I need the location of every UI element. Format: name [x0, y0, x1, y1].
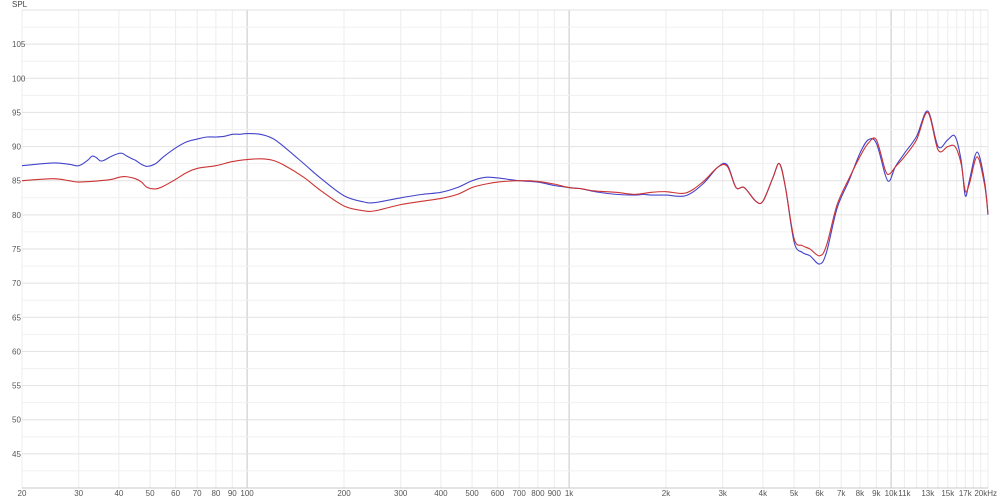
x-tick-label: 9k — [872, 489, 881, 498]
y-tick-label: 100 — [12, 74, 26, 83]
x-tick-label: 11k — [898, 489, 911, 498]
x-tick-label: 3k — [718, 489, 727, 498]
y-tick-label: 50 — [12, 416, 21, 425]
x-tick-label: 10k — [885, 489, 899, 498]
x-tick-labels: 20 30 40 50 60 70 80 90 100 200 300 400 500 600 700 800… — [18, 489, 997, 498]
y-tick-label: 90 — [12, 143, 21, 152]
x-tick-label: 30 — [74, 489, 83, 498]
y-tick-label: 95 — [12, 108, 21, 117]
x-tick-label: 6k — [815, 489, 824, 498]
x-tick-label: 80 — [211, 489, 220, 498]
x-tick-label: 800 — [531, 489, 545, 498]
y-tick-labels: 45 50 55 60 65 70 75 80 85 90 95 100 105 — [12, 40, 26, 459]
y-tick-label: 105 — [12, 40, 26, 49]
x-tick-label: 700 — [513, 489, 527, 498]
y-tick-label: 85 — [12, 177, 21, 186]
x-tick-label: 17k — [959, 489, 973, 498]
x-tick-label: 5k — [790, 489, 799, 498]
y-tick-label: 45 — [12, 450, 21, 459]
y-tick-label: 80 — [12, 211, 21, 220]
x-tick-label: 90 — [228, 489, 237, 498]
x-tick-label: 1k — [565, 489, 574, 498]
series-group — [21, 110, 989, 265]
x-tick-label: 20kHz — [974, 489, 997, 498]
x-tick-label: 2k — [662, 489, 671, 498]
x-tick-label: 50 — [146, 489, 155, 498]
x-tick-label: 60 — [171, 489, 180, 498]
x-tick-label: 7k — [837, 489, 846, 498]
x-tick-label: 900 — [548, 489, 562, 498]
x-tick-label: 500 — [465, 489, 479, 498]
x-tick-label: 200 — [337, 489, 351, 498]
grid — [21, 9, 989, 489]
x-tick-label: 300 — [394, 489, 408, 498]
x-tick-label: 20 — [18, 489, 27, 498]
x-tick-label: 13k — [921, 489, 935, 498]
y-tick-label: 70 — [12, 279, 21, 288]
x-tick-label: 100 — [240, 489, 254, 498]
series-line-2 — [21, 111, 989, 257]
x-tick-label: 40 — [114, 489, 123, 498]
y-tick-label: 60 — [12, 347, 21, 356]
y-tick-label: 65 — [12, 313, 21, 322]
y-tick-label: 75 — [12, 245, 21, 254]
y-axis-title: SPL — [12, 0, 28, 9]
y-tick-label: 55 — [12, 382, 21, 391]
x-tick-label: 70 — [193, 489, 202, 498]
x-tick-label: 600 — [491, 489, 505, 498]
series-line-1 — [21, 110, 989, 265]
x-tick-label: 15k — [941, 489, 955, 498]
x-tick-label: 8k — [856, 489, 865, 498]
x-tick-label: 4k — [759, 489, 768, 498]
x-tick-label: 400 — [434, 489, 448, 498]
